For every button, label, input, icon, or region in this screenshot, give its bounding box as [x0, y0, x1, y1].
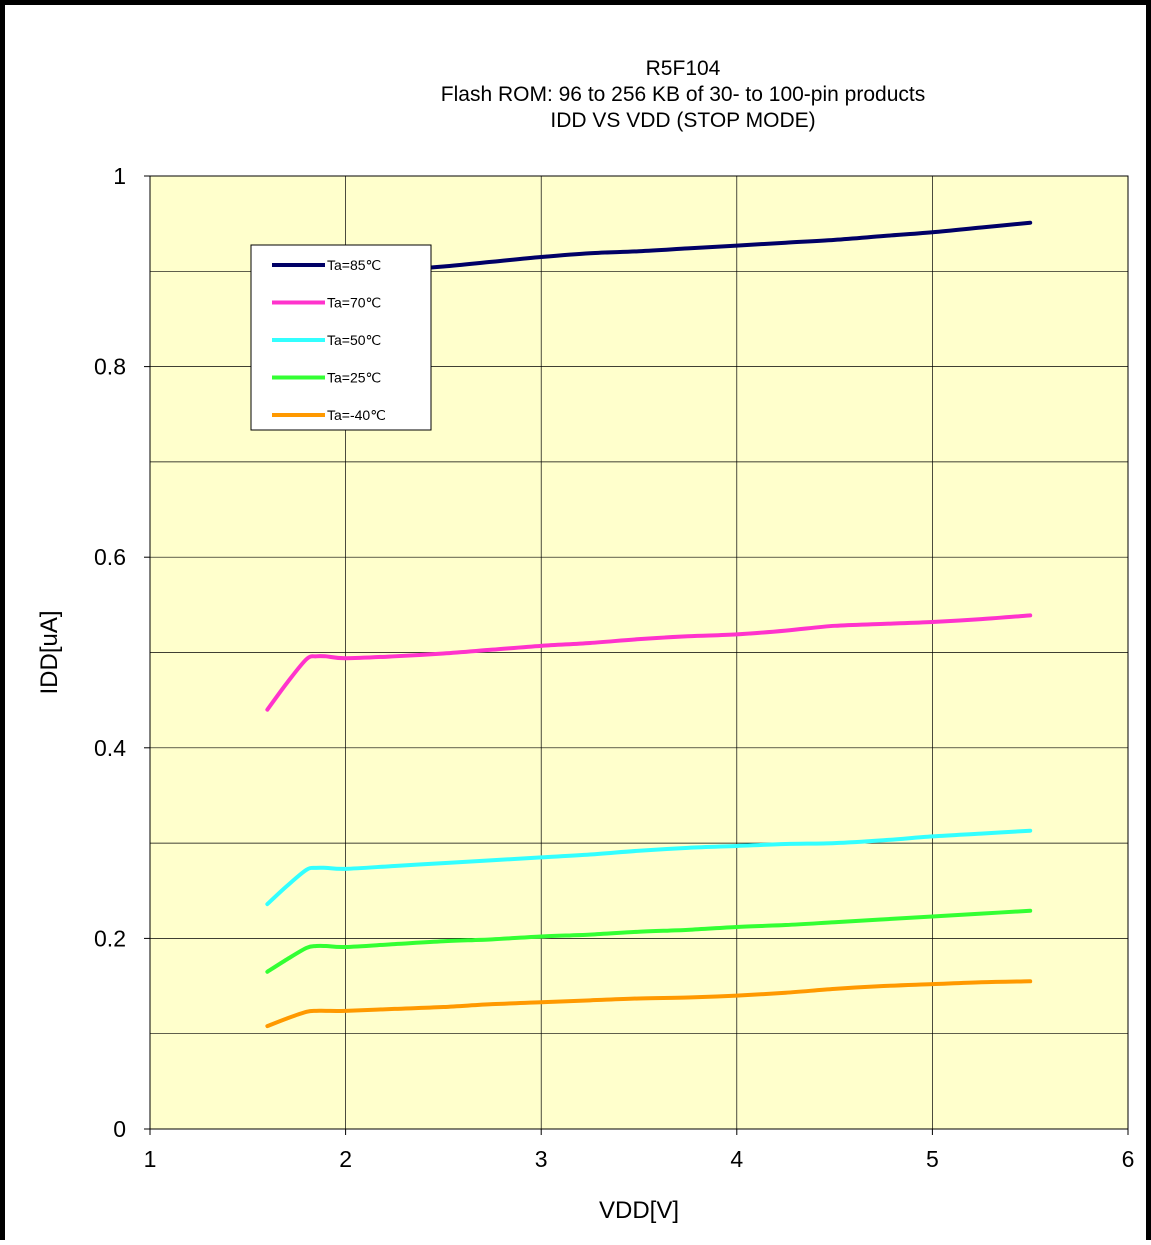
line-chart: R5F104 Flash ROM: 96 to 256 KB of 30- to…: [36, 57, 1134, 1224]
y-tick-label: 0.4: [94, 735, 126, 761]
legend-label-3: Ta=50℃: [327, 332, 381, 348]
legend-label-4: Ta=25℃: [327, 370, 381, 386]
grid-lines: [149, 175, 1129, 1130]
chart-title-line-2: Flash ROM: 96 to 256 KB of 30- to 100-pi…: [441, 83, 925, 106]
series-line-4: [265, 908, 1033, 974]
legend: Ta=85℃ Ta=70℃ Ta=50℃ Ta=25℃ Ta=-40℃: [250, 244, 432, 431]
chart-title-line-3: IDD VS VDD (STOP MODE): [550, 109, 815, 132]
y-tick-label: 0.2: [94, 925, 126, 951]
x-tick-label: 6: [1122, 1146, 1135, 1172]
y-axis-label: IDD[uA]: [36, 610, 63, 694]
y-tick-label: 1: [113, 163, 126, 189]
series-line-3: [265, 828, 1033, 907]
x-tick-label: 3: [535, 1146, 548, 1172]
axis-ticks: 1 2 3 4 5 6 0 0.2 0.4 0.6 0.8 1: [94, 163, 1134, 1172]
legend-box: [250, 244, 432, 431]
x-tick-label: 4: [730, 1146, 743, 1172]
x-tick-label: 2: [339, 1146, 352, 1172]
plot-border: [149, 175, 1129, 1130]
chart-title-line-1: R5F104: [646, 57, 721, 80]
series-line-2: [265, 613, 1033, 712]
y-tick-label: 0.8: [94, 354, 126, 380]
y-tick-label: 0.6: [94, 544, 126, 570]
x-tick-label: 5: [926, 1146, 939, 1172]
legend-label-5: Ta=-40℃: [327, 407, 386, 423]
chart-title: R5F104 Flash ROM: 96 to 256 KB of 30- to…: [441, 57, 925, 132]
legend-label-2: Ta=70℃: [327, 295, 381, 311]
x-axis-label: VDD[V]: [599, 1197, 679, 1224]
y-tick-label: 0: [113, 1116, 126, 1142]
series-line-5: [265, 979, 1033, 1029]
legend-label-1: Ta=85℃: [327, 257, 381, 273]
x-tick-label: 1: [144, 1146, 157, 1172]
